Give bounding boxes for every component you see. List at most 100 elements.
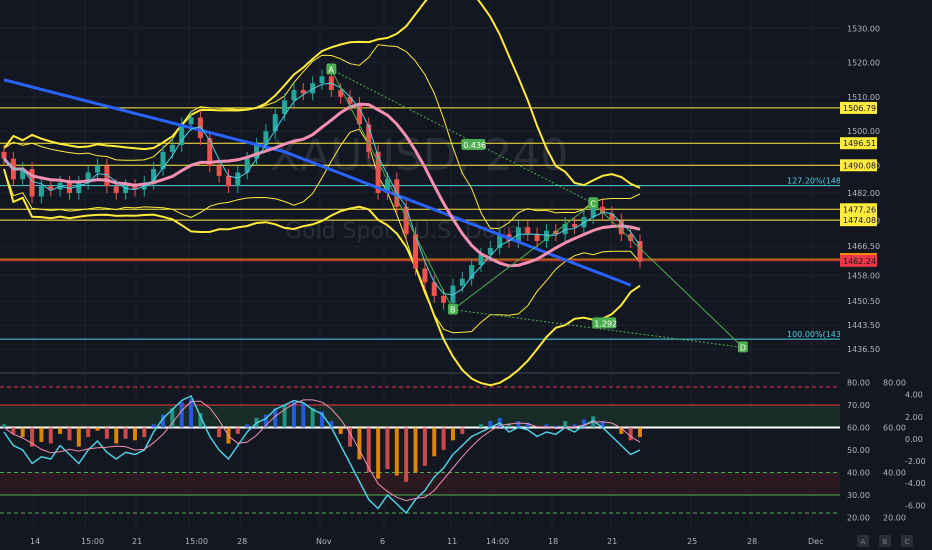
osc-histogram-bar: [291, 401, 296, 428]
price-tick-label: 1458.00: [847, 271, 880, 280]
osc-histogram-bar: [198, 413, 203, 428]
candle-body: [413, 234, 419, 269]
price-axis-background: [840, 0, 932, 550]
osc-left-tick: 50.00: [847, 446, 870, 455]
osc-histogram-bar: [151, 424, 156, 428]
harmonic-point-marker: [447, 303, 458, 315]
price-tick-label: 1500.00: [847, 127, 880, 136]
price-tick-label: 1520.00: [847, 59, 880, 68]
price-levels: 127.20%(1484.14) 100.00%(1439.43): [0, 107, 862, 340]
osc-histogram-bar: [581, 419, 586, 428]
osc-histogram-bar: [170, 408, 175, 428]
time-tick-label: 28: [747, 537, 757, 546]
candle-body: [469, 265, 475, 279]
osc-histogram-bar: [273, 408, 278, 428]
candle-body: [590, 206, 596, 218]
osc-histogram-bar: [179, 401, 184, 428]
osc-histogram-bar: [235, 427, 240, 434]
time-tick-label: 14:00: [486, 537, 509, 546]
bottom-button-b[interactable]: [879, 535, 891, 547]
harmonic-ac-line: [331, 69, 594, 204]
osc-histogram-bar: [525, 422, 530, 428]
candle-body: [104, 165, 110, 187]
price-level-tag: [840, 101, 877, 114]
osc-histogram-bar: [516, 421, 521, 428]
ma-200-line: [3, 78, 632, 287]
price-level-tag-label: 1506.79: [843, 104, 876, 113]
price-level-tag-label: 1477.26: [843, 205, 876, 214]
time-tick-label: 14: [30, 537, 40, 546]
harmonic-bd-line: [452, 309, 743, 348]
osc-histogram-bar: [553, 425, 558, 428]
price-tick-label: 1510.00: [847, 93, 880, 102]
osc-histogram-bar: [11, 427, 16, 434]
osc-histogram-bar: [132, 427, 137, 441]
osc-histogram-bar: [123, 427, 128, 439]
time-tick-label: 11: [447, 537, 457, 546]
bollinger-upper: [3, 0, 641, 189]
candle-body: [300, 90, 306, 94]
osc-left-tick: 20.00: [847, 514, 870, 523]
osc-histogram-bar: [142, 427, 147, 438]
candle-body: [478, 254, 484, 266]
price-axis[interactable]: 1530.001520.001510.001500.001490.001482.…: [840, 0, 932, 550]
time-tick-label: 28: [237, 537, 247, 546]
osc-upper-zone: [0, 405, 840, 428]
harmonic-point-label: A: [328, 65, 334, 74]
osc-histogram-bar: [348, 427, 353, 447]
osc-histogram-bar: [422, 427, 427, 466]
fib-level-label: 100.00%(1439.43): [787, 330, 862, 339]
osc-histogram-bar: [600, 421, 605, 428]
candle-body: [572, 223, 578, 228]
osc-histogram-bar: [507, 424, 512, 428]
osc-histogram-bar: [217, 427, 222, 438]
bottom-button-a[interactable]: [857, 535, 869, 547]
osc-histogram-bar: [20, 427, 25, 438]
price-level-tag: [840, 159, 877, 172]
osc-lower-zone: [0, 472, 840, 495]
osc-histogram-bar: [479, 424, 483, 428]
candle-body: [534, 234, 540, 242]
candle-body: [282, 100, 288, 115]
harmonic-point-label: C: [590, 199, 596, 208]
time-axis-background: [0, 530, 932, 550]
candle-body: [95, 165, 101, 173]
candle-body: [459, 278, 465, 286]
bottom-button-label: C: [905, 538, 910, 546]
time-tick-label: 25: [687, 537, 697, 546]
candle-body: [431, 282, 437, 296]
candle-body: [85, 172, 91, 183]
osc-histogram-bar: [366, 427, 371, 473]
bottom-button-c[interactable]: [901, 535, 913, 547]
harmonic-pattern: A B C D 0.436 1.292: [326, 63, 748, 353]
candle-body: [169, 144, 175, 152]
harmonic-ratio-label: 0.436: [463, 141, 486, 150]
candle-body: [553, 230, 559, 235]
osc-right-tick: 4.00: [905, 391, 923, 400]
candle-body: [272, 114, 278, 132]
price-level-tag-label: 1462.24: [843, 257, 876, 266]
bottom-buttons: A B C: [857, 535, 913, 547]
candle-body: [123, 186, 129, 193]
osc-histogram-bar: [67, 427, 72, 441]
osc-right-tick: 0.00: [905, 435, 923, 444]
time-tick-label: 18: [548, 537, 558, 546]
osc-histogram-bar: [357, 427, 362, 460]
osc-histogram-bar: [320, 411, 324, 428]
osc-right-tick: 2.00: [905, 413, 923, 422]
osc-histogram-bar: [189, 398, 194, 428]
candle-body: [216, 165, 222, 176]
harmonic-leg: [330, 69, 744, 348]
osc-histogram-bar: [404, 427, 409, 482]
candle-body: [244, 158, 250, 173]
candle-body: [628, 234, 634, 242]
time-axis[interactable]: 14 15:00 21 15:00 28 Nov 6 11 14:00 18 21 25 28 Dec: [0, 530, 932, 550]
candle-body: [543, 230, 549, 242]
harmonic-point-marker: [737, 341, 748, 353]
osc-histogram-bar: [114, 427, 119, 444]
harmonic-point-label: D: [740, 343, 746, 352]
osc-histogram-bar: [450, 427, 455, 441]
candle-body: [235, 172, 241, 187]
osc-left-tick: 70.00: [847, 401, 870, 410]
